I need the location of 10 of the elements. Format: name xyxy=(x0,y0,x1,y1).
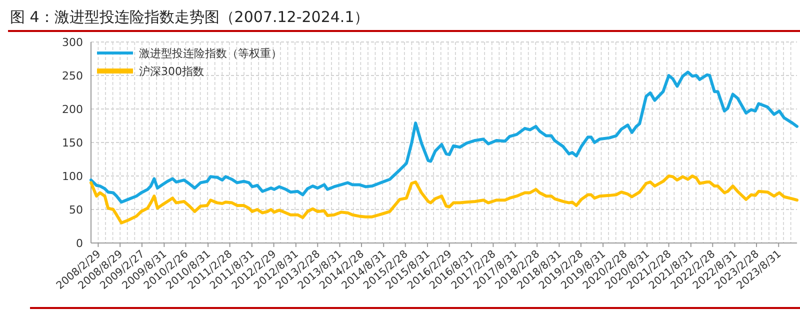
y-tick-label: 100 xyxy=(62,170,83,183)
y-tick-label: 0 xyxy=(76,237,83,250)
y-tick-label: 150 xyxy=(62,136,83,150)
y-tick-label: 250 xyxy=(62,70,83,82)
legend-label: 激进型投连险指数（等权重） xyxy=(139,47,282,60)
chart-title: 图 4：激进型投连险指数走势图（2007.12-2024.1） xyxy=(10,8,370,26)
y-tick-label: 50 xyxy=(69,204,83,216)
legend-label: 沪深300指数 xyxy=(139,65,204,78)
y-tick-label: 300 xyxy=(62,36,83,49)
y-tick-label: 200 xyxy=(62,103,83,116)
